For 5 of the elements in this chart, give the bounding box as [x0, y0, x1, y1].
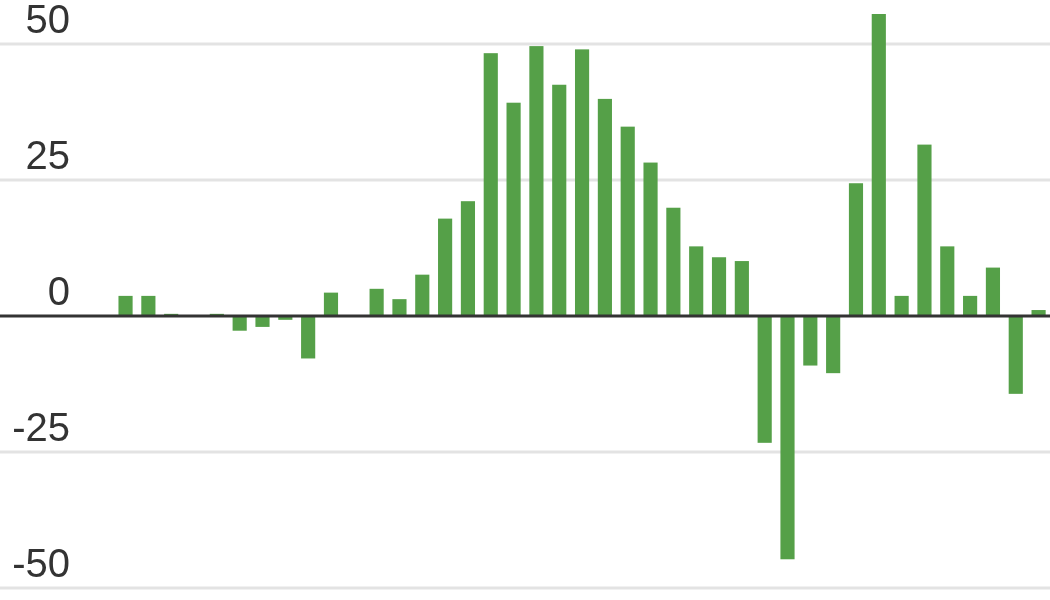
- y-tick-label: 25: [25, 132, 70, 177]
- y-tick-label: 0: [47, 269, 70, 314]
- y-tick-label: 50: [25, 0, 70, 41]
- y-tick-label: -50: [12, 541, 70, 586]
- y-tick-label: -25: [12, 405, 70, 450]
